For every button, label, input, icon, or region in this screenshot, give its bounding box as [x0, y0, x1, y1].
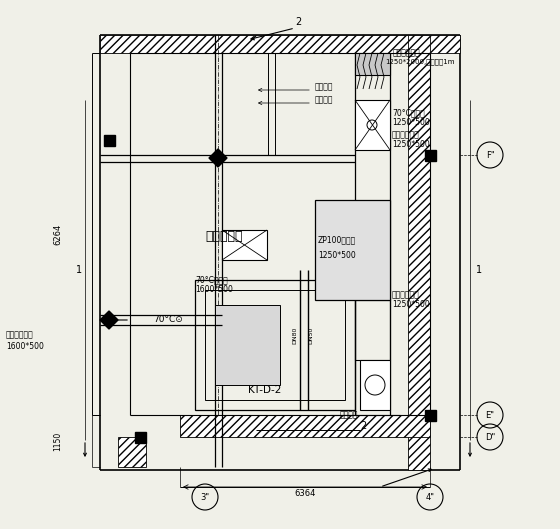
Bar — [424, 409, 436, 421]
Text: 3": 3" — [200, 492, 209, 501]
Text: 电动风阀: 电动风阀 — [340, 410, 358, 419]
Bar — [424, 150, 436, 160]
Text: DN50: DN50 — [309, 326, 314, 344]
Text: 6264: 6264 — [54, 223, 63, 244]
Text: 空调机房二: 空调机房二 — [205, 230, 242, 243]
Bar — [222, 230, 267, 260]
Text: 6364: 6364 — [295, 488, 316, 497]
Text: 1: 1 — [476, 265, 482, 275]
Text: 2: 2 — [360, 421, 366, 431]
Text: 单层百叶风口: 单层百叶风口 — [393, 48, 421, 57]
Text: D": D" — [485, 433, 495, 442]
Bar — [315, 200, 390, 300]
Bar — [355, 100, 390, 150]
Bar — [195, 280, 355, 410]
Text: KT-D-2: KT-D-2 — [248, 385, 282, 395]
Text: 1250*500: 1250*500 — [392, 300, 430, 309]
Text: 镀锌钢板风管: 镀锌钢板风管 — [392, 290, 420, 299]
Text: 1600*500: 1600*500 — [6, 342, 44, 351]
Bar — [355, 53, 390, 75]
Text: 镀锌钢板风管: 镀锌钢板风管 — [6, 330, 34, 339]
Text: 2: 2 — [295, 17, 301, 27]
Text: 1150: 1150 — [54, 431, 63, 451]
Text: 1250*500: 1250*500 — [392, 140, 430, 149]
Bar — [360, 360, 390, 410]
Text: 4": 4" — [426, 492, 435, 501]
Text: 70°C防火阀: 70°C防火阀 — [392, 108, 424, 117]
Bar — [205, 290, 345, 400]
Bar — [408, 35, 430, 415]
Text: 1250*500: 1250*500 — [318, 251, 356, 260]
Text: 1250*2000,底部距地1m: 1250*2000,底部距地1m — [385, 58, 455, 65]
Bar — [408, 415, 430, 470]
Bar — [215, 305, 280, 385]
Text: 1600*500: 1600*500 — [195, 285, 233, 294]
Bar — [180, 415, 430, 437]
Text: 70°C⊙: 70°C⊙ — [153, 315, 183, 324]
Text: E": E" — [486, 411, 494, 419]
Text: F": F" — [486, 150, 494, 160]
Polygon shape — [100, 311, 118, 329]
Polygon shape — [209, 149, 227, 167]
Text: 接来水管: 接来水管 — [315, 83, 334, 92]
Text: DN80: DN80 — [292, 326, 297, 344]
Bar — [100, 35, 460, 53]
Text: 镀锌钢板风管: 镀锌钢板风管 — [392, 130, 420, 139]
Text: 1: 1 — [76, 265, 82, 275]
Text: 70°C防火阀: 70°C防火阀 — [195, 275, 228, 284]
Bar — [355, 300, 390, 360]
Bar — [118, 437, 146, 467]
Text: 接分水器: 接分水器 — [315, 96, 334, 105]
Text: 1250*500: 1250*500 — [392, 118, 430, 127]
Text: ZP100消声器: ZP100消声器 — [318, 235, 356, 244]
Bar — [104, 134, 114, 145]
Bar — [134, 432, 146, 442]
